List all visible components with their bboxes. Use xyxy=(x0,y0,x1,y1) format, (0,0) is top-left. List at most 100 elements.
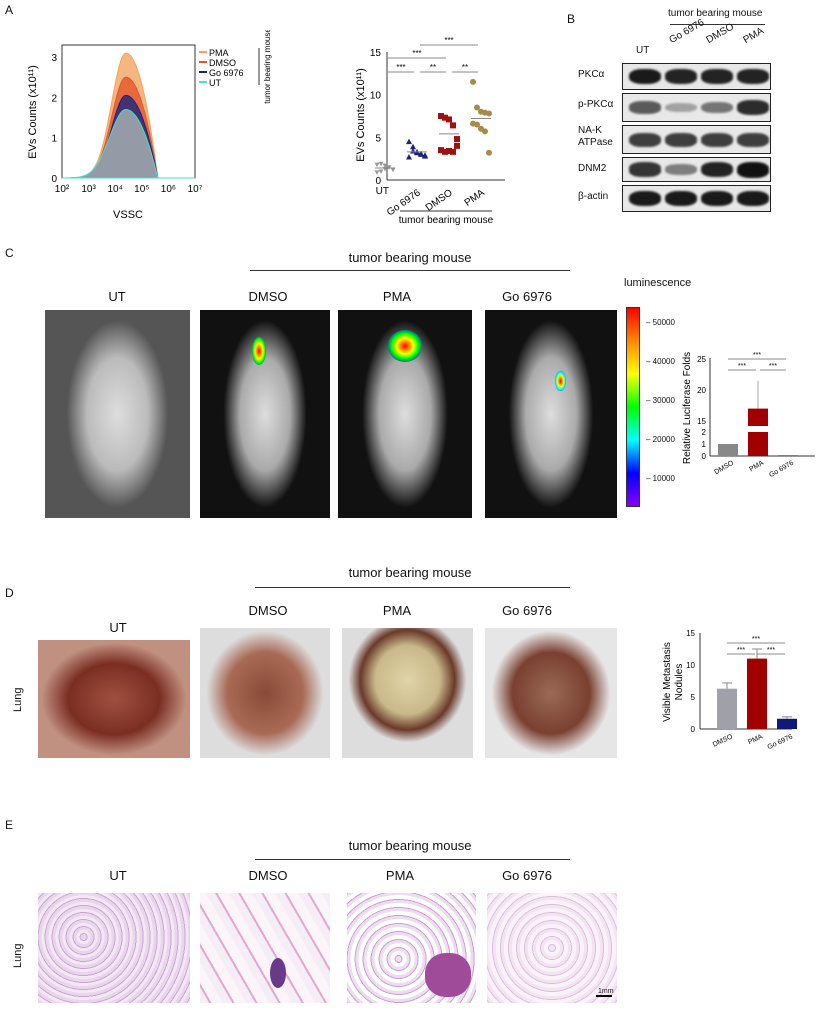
label-pma: PMA xyxy=(382,289,412,304)
data-point xyxy=(454,136,460,143)
blot-band xyxy=(629,68,661,85)
y-tick-label: 0 xyxy=(702,452,707,461)
blot-band xyxy=(701,132,733,147)
luminescence-colorbar xyxy=(626,307,640,507)
bar xyxy=(748,408,768,456)
colorbar-tick-label: – 30000 xyxy=(646,396,675,405)
group-title-d: tumor bearing mouse xyxy=(348,565,472,580)
label-dmso: DMSO xyxy=(248,289,288,304)
blot-band xyxy=(629,132,661,147)
lung-side-label: Lung xyxy=(12,943,24,968)
data-point xyxy=(406,138,412,145)
legend-label: UT xyxy=(209,78,221,88)
data-point xyxy=(446,147,452,154)
significance-label: ** xyxy=(462,63,468,72)
data-point xyxy=(386,165,392,170)
panel-label-c: C xyxy=(5,246,14,260)
significance-label: *** xyxy=(767,647,775,654)
significance-label: *** xyxy=(412,49,421,58)
x-tick-label: 10³ xyxy=(81,184,96,195)
label-go6976: Go 6976 xyxy=(502,603,552,618)
histology-image-dmso xyxy=(200,893,330,1003)
x-tick-label: 10⁷ xyxy=(188,184,203,195)
y-tick-label: 0 xyxy=(375,176,381,187)
label-pma: PMA xyxy=(385,868,415,883)
significance-label: *** xyxy=(769,363,777,370)
data-point xyxy=(486,149,492,156)
y-tick-label: 15 xyxy=(370,48,382,59)
panel-label-d: D xyxy=(5,586,14,600)
blot-band xyxy=(629,162,661,177)
label-go6976: Go 6976 xyxy=(502,868,552,883)
data-point xyxy=(410,143,416,150)
blot-band xyxy=(701,101,733,114)
bar xyxy=(747,658,767,729)
data-point xyxy=(378,161,384,167)
data-point xyxy=(374,162,380,168)
significance-label: *** xyxy=(444,36,453,45)
y-tick-label: 1 xyxy=(51,134,57,145)
y-tick-label: 1 xyxy=(702,440,707,449)
y-tick-label: 20 xyxy=(697,386,706,395)
blot-band xyxy=(737,190,769,207)
x-tick-label: PMA xyxy=(748,460,765,474)
x-tick-label: DMSO xyxy=(712,733,734,748)
data-point xyxy=(486,110,492,117)
legend-label: PMA xyxy=(209,48,229,58)
blot-band xyxy=(737,100,769,115)
label-dmso: DMSO xyxy=(248,603,288,618)
colorbar-title: luminescence xyxy=(624,277,692,289)
bar xyxy=(777,718,797,729)
colorbar-tick-label: – 20000 xyxy=(646,435,675,444)
y-axis-label-line2: Nodules xyxy=(674,664,685,701)
x-tick-label: DMSO xyxy=(713,459,735,476)
y-tick-label: 10 xyxy=(370,91,382,102)
x-tick-label: UT xyxy=(376,186,389,197)
data-point xyxy=(382,163,388,168)
label-ut: UT xyxy=(109,868,127,883)
data-point xyxy=(474,121,480,128)
y-tick-label: 10 xyxy=(686,661,695,670)
colorbar-tick-label: – 40000 xyxy=(646,357,675,366)
mouse-image-dmso xyxy=(200,310,330,518)
data-point xyxy=(450,122,456,129)
blot-band xyxy=(665,68,697,85)
x-tick-label: PMA xyxy=(747,733,764,746)
significance-label: *** xyxy=(753,352,761,359)
lane-label: UT xyxy=(636,45,650,56)
panel-label-b: B xyxy=(567,12,576,26)
blot-group-line xyxy=(670,24,765,25)
blot-row xyxy=(622,63,771,90)
legend-label: Go 6976 xyxy=(209,68,244,78)
histogram-chart: 0 1 2 3 10² 10³ 10⁴ 10⁵ 10⁶ 10⁷ VSSC EVs Counts (x1… xyxy=(27,30,272,221)
label-dmso: DMSO xyxy=(248,868,288,883)
nodules-bar-chart: 0 5 10 15 Visible Metastasis Nodules DMSO PMA Go… xyxy=(662,629,797,751)
scale-bar-label: 1mm xyxy=(598,988,614,995)
blot-row xyxy=(622,157,771,182)
blot-row xyxy=(622,125,771,154)
legend-label: DMSO xyxy=(209,58,236,68)
legend-group-label: tumor bearing mouse xyxy=(263,30,272,104)
x-tick-label: 10⁵ xyxy=(134,184,149,195)
luciferase-bar-chart: 0 1 2 15 20 25 Relative Luciferase Folds DMSO PM… xyxy=(682,352,815,479)
data-point xyxy=(438,113,444,119)
significance-label: *** xyxy=(396,63,405,72)
blot-band xyxy=(665,163,697,176)
lung-image-ut xyxy=(38,640,190,758)
colorbar-tick-label: – 50000 xyxy=(646,318,675,327)
blot-band xyxy=(701,161,733,178)
histology-image-pma xyxy=(347,893,476,1003)
blot-band xyxy=(665,132,697,147)
group-line-c xyxy=(250,270,570,271)
blot-band xyxy=(737,68,769,85)
blot-row-label: β-actin xyxy=(578,191,609,202)
data-point xyxy=(446,116,452,123)
lung-image-go6976 xyxy=(485,628,617,758)
group-title-c: tumor bearing mouse xyxy=(348,250,472,265)
data-point xyxy=(418,150,424,157)
significance-label: *** xyxy=(737,647,745,654)
y-tick-label: 0 xyxy=(691,725,696,734)
y-tick-label: 0 xyxy=(51,174,57,185)
